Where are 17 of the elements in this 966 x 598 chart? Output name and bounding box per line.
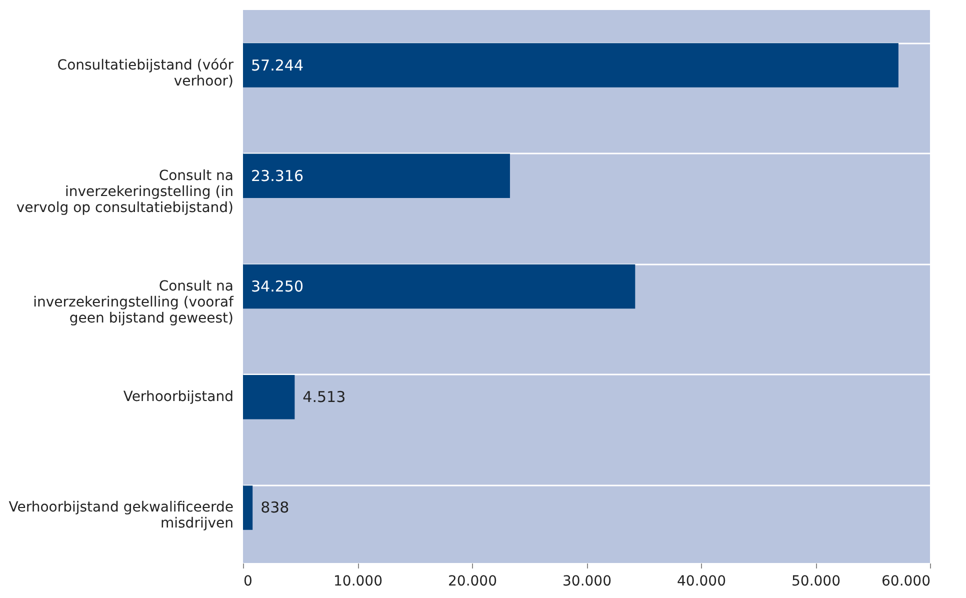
x-tick-label: 20.000	[448, 574, 497, 590]
y-tick-label: Verhoorbijstand	[123, 389, 234, 406]
data-label: 34.250	[251, 278, 304, 296]
x-tick-label: 30.000	[562, 574, 612, 590]
y-tick-label: Consult na inverzekeringstelling (in vervolg op consultatiebijstand)	[16, 168, 234, 216]
data-label: 23.316	[251, 166, 304, 185]
y-tick-label: Consultatiebijstand (vóór verhoor)	[57, 57, 234, 90]
x-tick-label: 50.000	[792, 574, 840, 590]
data-label: 4.513	[302, 388, 346, 406]
y-tick-label: Consult na inverzekeringstelling (vooraf geen bijstand geweest)	[33, 278, 235, 326]
data-label: 57.244	[251, 56, 304, 74]
x-tick-label: 40.000	[677, 574, 726, 590]
x-tick-label: 60.000	[882, 574, 930, 590]
data-label: 838	[260, 498, 290, 517]
x-tick-label: 10.000	[334, 574, 382, 590]
x-tick-label: 0	[244, 574, 252, 590]
y-tick-label: Verhoorbijstand gekwalificeerde misdrijven	[8, 500, 234, 532]
